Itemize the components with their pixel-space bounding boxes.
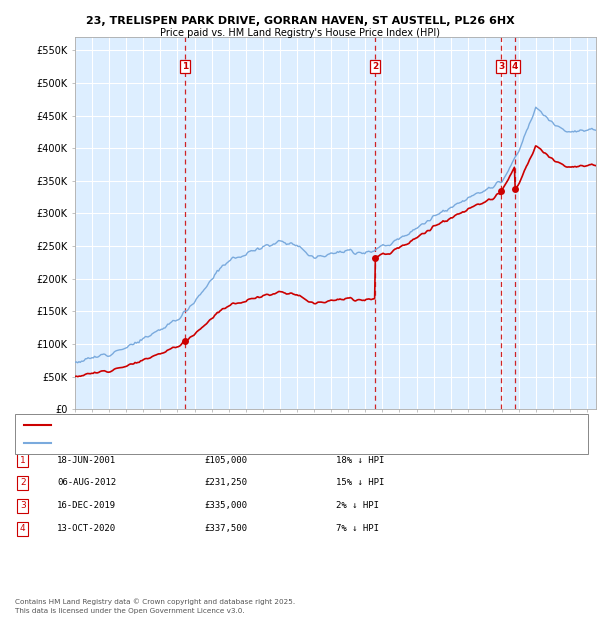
Text: £231,250: £231,250	[204, 479, 247, 487]
Text: 18-JUN-2001: 18-JUN-2001	[57, 456, 116, 464]
Text: 2: 2	[20, 479, 26, 487]
Text: 1: 1	[182, 63, 188, 71]
Text: 16-DEC-2019: 16-DEC-2019	[57, 502, 116, 510]
Text: 3: 3	[20, 502, 26, 510]
Text: £335,000: £335,000	[204, 502, 247, 510]
Text: 2: 2	[372, 63, 379, 71]
Text: 06-AUG-2012: 06-AUG-2012	[57, 479, 116, 487]
Text: HPI: Average price, detached house, Cornwall: HPI: Average price, detached house, Corn…	[56, 438, 248, 447]
Text: 13-OCT-2020: 13-OCT-2020	[57, 525, 116, 533]
Text: 4: 4	[20, 525, 26, 533]
Text: 3: 3	[498, 63, 505, 71]
Text: 23, TRELISPEN PARK DRIVE, GORRAN HAVEN, ST AUSTELL, PL26 6HX (detached house): 23, TRELISPEN PARK DRIVE, GORRAN HAVEN, …	[56, 420, 421, 429]
Text: This data is licensed under the Open Government Licence v3.0.: This data is licensed under the Open Gov…	[15, 608, 245, 614]
Text: 15% ↓ HPI: 15% ↓ HPI	[336, 479, 385, 487]
Text: 4: 4	[512, 63, 518, 71]
Text: £105,000: £105,000	[204, 456, 247, 464]
Text: 2% ↓ HPI: 2% ↓ HPI	[336, 502, 379, 510]
Text: 1: 1	[20, 456, 26, 464]
Text: 23, TRELISPEN PARK DRIVE, GORRAN HAVEN, ST AUSTELL, PL26 6HX: 23, TRELISPEN PARK DRIVE, GORRAN HAVEN, …	[86, 16, 514, 26]
Text: 7% ↓ HPI: 7% ↓ HPI	[336, 525, 379, 533]
Text: 18% ↓ HPI: 18% ↓ HPI	[336, 456, 385, 464]
Text: Contains HM Land Registry data © Crown copyright and database right 2025.: Contains HM Land Registry data © Crown c…	[15, 598, 295, 604]
Text: Price paid vs. HM Land Registry's House Price Index (HPI): Price paid vs. HM Land Registry's House …	[160, 28, 440, 38]
Text: £337,500: £337,500	[204, 525, 247, 533]
